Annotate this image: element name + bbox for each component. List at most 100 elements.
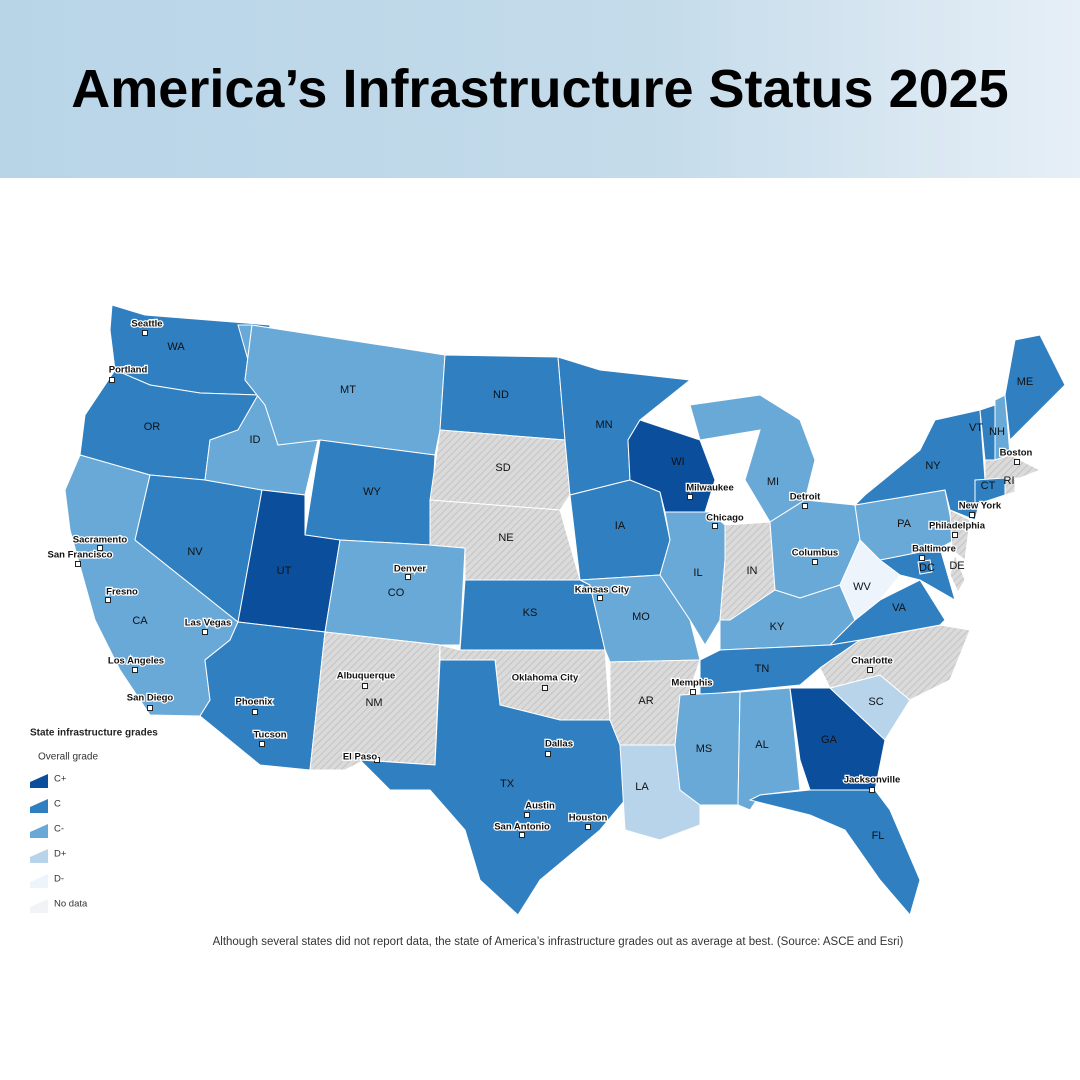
state-label: TN <box>755 663 770 675</box>
legend-title: State infrastructure grades <box>30 728 158 739</box>
legend-swatch <box>30 774 48 788</box>
state <box>1004 477 1016 496</box>
state-label: NH <box>989 426 1005 438</box>
city-marker <box>252 709 258 715</box>
city-marker <box>969 512 975 518</box>
city-marker <box>202 629 208 635</box>
city-label: Tucson <box>253 730 286 741</box>
city-marker <box>519 832 525 838</box>
legend-label: C- <box>54 824 64 835</box>
city-marker <box>867 667 873 673</box>
state-label: CA <box>132 615 148 627</box>
state <box>917 559 933 575</box>
state-label: NV <box>187 546 203 558</box>
city-marker <box>132 667 138 673</box>
city-label: Memphis <box>671 678 712 689</box>
city-label: Los Angeles <box>108 656 164 667</box>
state <box>689 394 816 523</box>
legend-swatch <box>30 799 48 813</box>
city-marker <box>952 532 958 538</box>
city-marker <box>812 559 818 565</box>
state-label: DE <box>949 560 964 572</box>
state-label: VT <box>969 422 983 434</box>
state-label: FL <box>872 830 885 842</box>
city-label: Sacramento <box>73 535 128 546</box>
state-label: VA <box>892 602 907 614</box>
city-label: Charlotte <box>851 656 893 667</box>
city-marker <box>712 523 718 529</box>
city-label: Las Vegas <box>185 618 231 629</box>
city-label: Columbus <box>792 548 838 559</box>
city-marker <box>542 685 548 691</box>
city-label: Albuquerque <box>337 671 396 682</box>
city-label: Detroit <box>790 492 821 503</box>
city-label: New York <box>959 501 1002 512</box>
city-marker <box>869 787 875 793</box>
state-label: TX <box>500 778 515 790</box>
state-label: GA <box>821 734 838 746</box>
city-label: El Paso <box>343 752 378 763</box>
city-marker <box>405 574 411 580</box>
city-marker <box>524 812 530 818</box>
city-label: San Antonio <box>494 822 550 833</box>
city-marker <box>545 751 551 757</box>
city-marker <box>585 824 591 830</box>
city-marker <box>109 377 115 383</box>
state <box>429 429 571 511</box>
city-label: Kansas City <box>575 585 630 596</box>
city-label: Philadelphia <box>929 521 986 532</box>
city-label: Baltimore <box>912 544 956 555</box>
city-marker <box>105 597 111 603</box>
state-label: SC <box>868 696 883 708</box>
state-label: WA <box>167 341 185 353</box>
state-label: RI <box>1004 475 1015 487</box>
city-label: Fresno <box>106 587 138 598</box>
state-label: IA <box>615 520 626 532</box>
state-label: NM <box>365 697 382 709</box>
state-label: ND <box>493 389 509 401</box>
header: America’s Infrastructure Status 2025 <box>0 0 1080 178</box>
state-label: OR <box>144 421 161 433</box>
city-marker <box>75 561 81 567</box>
city-marker <box>597 595 603 601</box>
city-marker <box>919 555 925 561</box>
state <box>358 659 626 916</box>
state-label: IL <box>693 567 702 579</box>
state-label: CO <box>388 587 405 599</box>
state-label: LA <box>635 781 649 793</box>
legend-swatch <box>30 899 48 913</box>
state-label: KY <box>770 621 785 633</box>
legend-swatch <box>30 849 48 863</box>
state-label: ME <box>1017 376 1034 388</box>
state-label: SD <box>495 462 510 474</box>
city-label: Houston <box>569 813 608 824</box>
state-label: MT <box>340 384 356 396</box>
state-label: PA <box>897 518 912 530</box>
city-marker <box>690 689 696 695</box>
city-label: Dallas <box>545 739 573 750</box>
city-marker <box>1014 459 1020 465</box>
city-marker <box>362 683 368 689</box>
state <box>949 509 971 561</box>
city-label: Denver <box>394 564 427 575</box>
state <box>949 553 966 594</box>
state-label: NE <box>498 532 513 544</box>
city-label: Milwaukee <box>686 483 734 494</box>
city-label: Seattle <box>131 319 162 330</box>
state-label: WY <box>363 486 381 498</box>
state-label: AL <box>755 739 768 751</box>
city-label: Boston <box>1000 448 1033 459</box>
legend-label: D- <box>54 874 64 885</box>
state-label: NY <box>925 460 941 472</box>
state-label: MO <box>632 611 650 623</box>
state-label: IN <box>747 565 758 577</box>
city-marker <box>374 757 380 763</box>
city-marker <box>687 494 693 500</box>
state-label: AR <box>638 695 653 707</box>
state <box>828 579 946 646</box>
state <box>748 789 921 917</box>
state-label: WV <box>853 581 871 593</box>
state-label: MN <box>595 419 612 431</box>
state-label: UT <box>277 565 292 577</box>
